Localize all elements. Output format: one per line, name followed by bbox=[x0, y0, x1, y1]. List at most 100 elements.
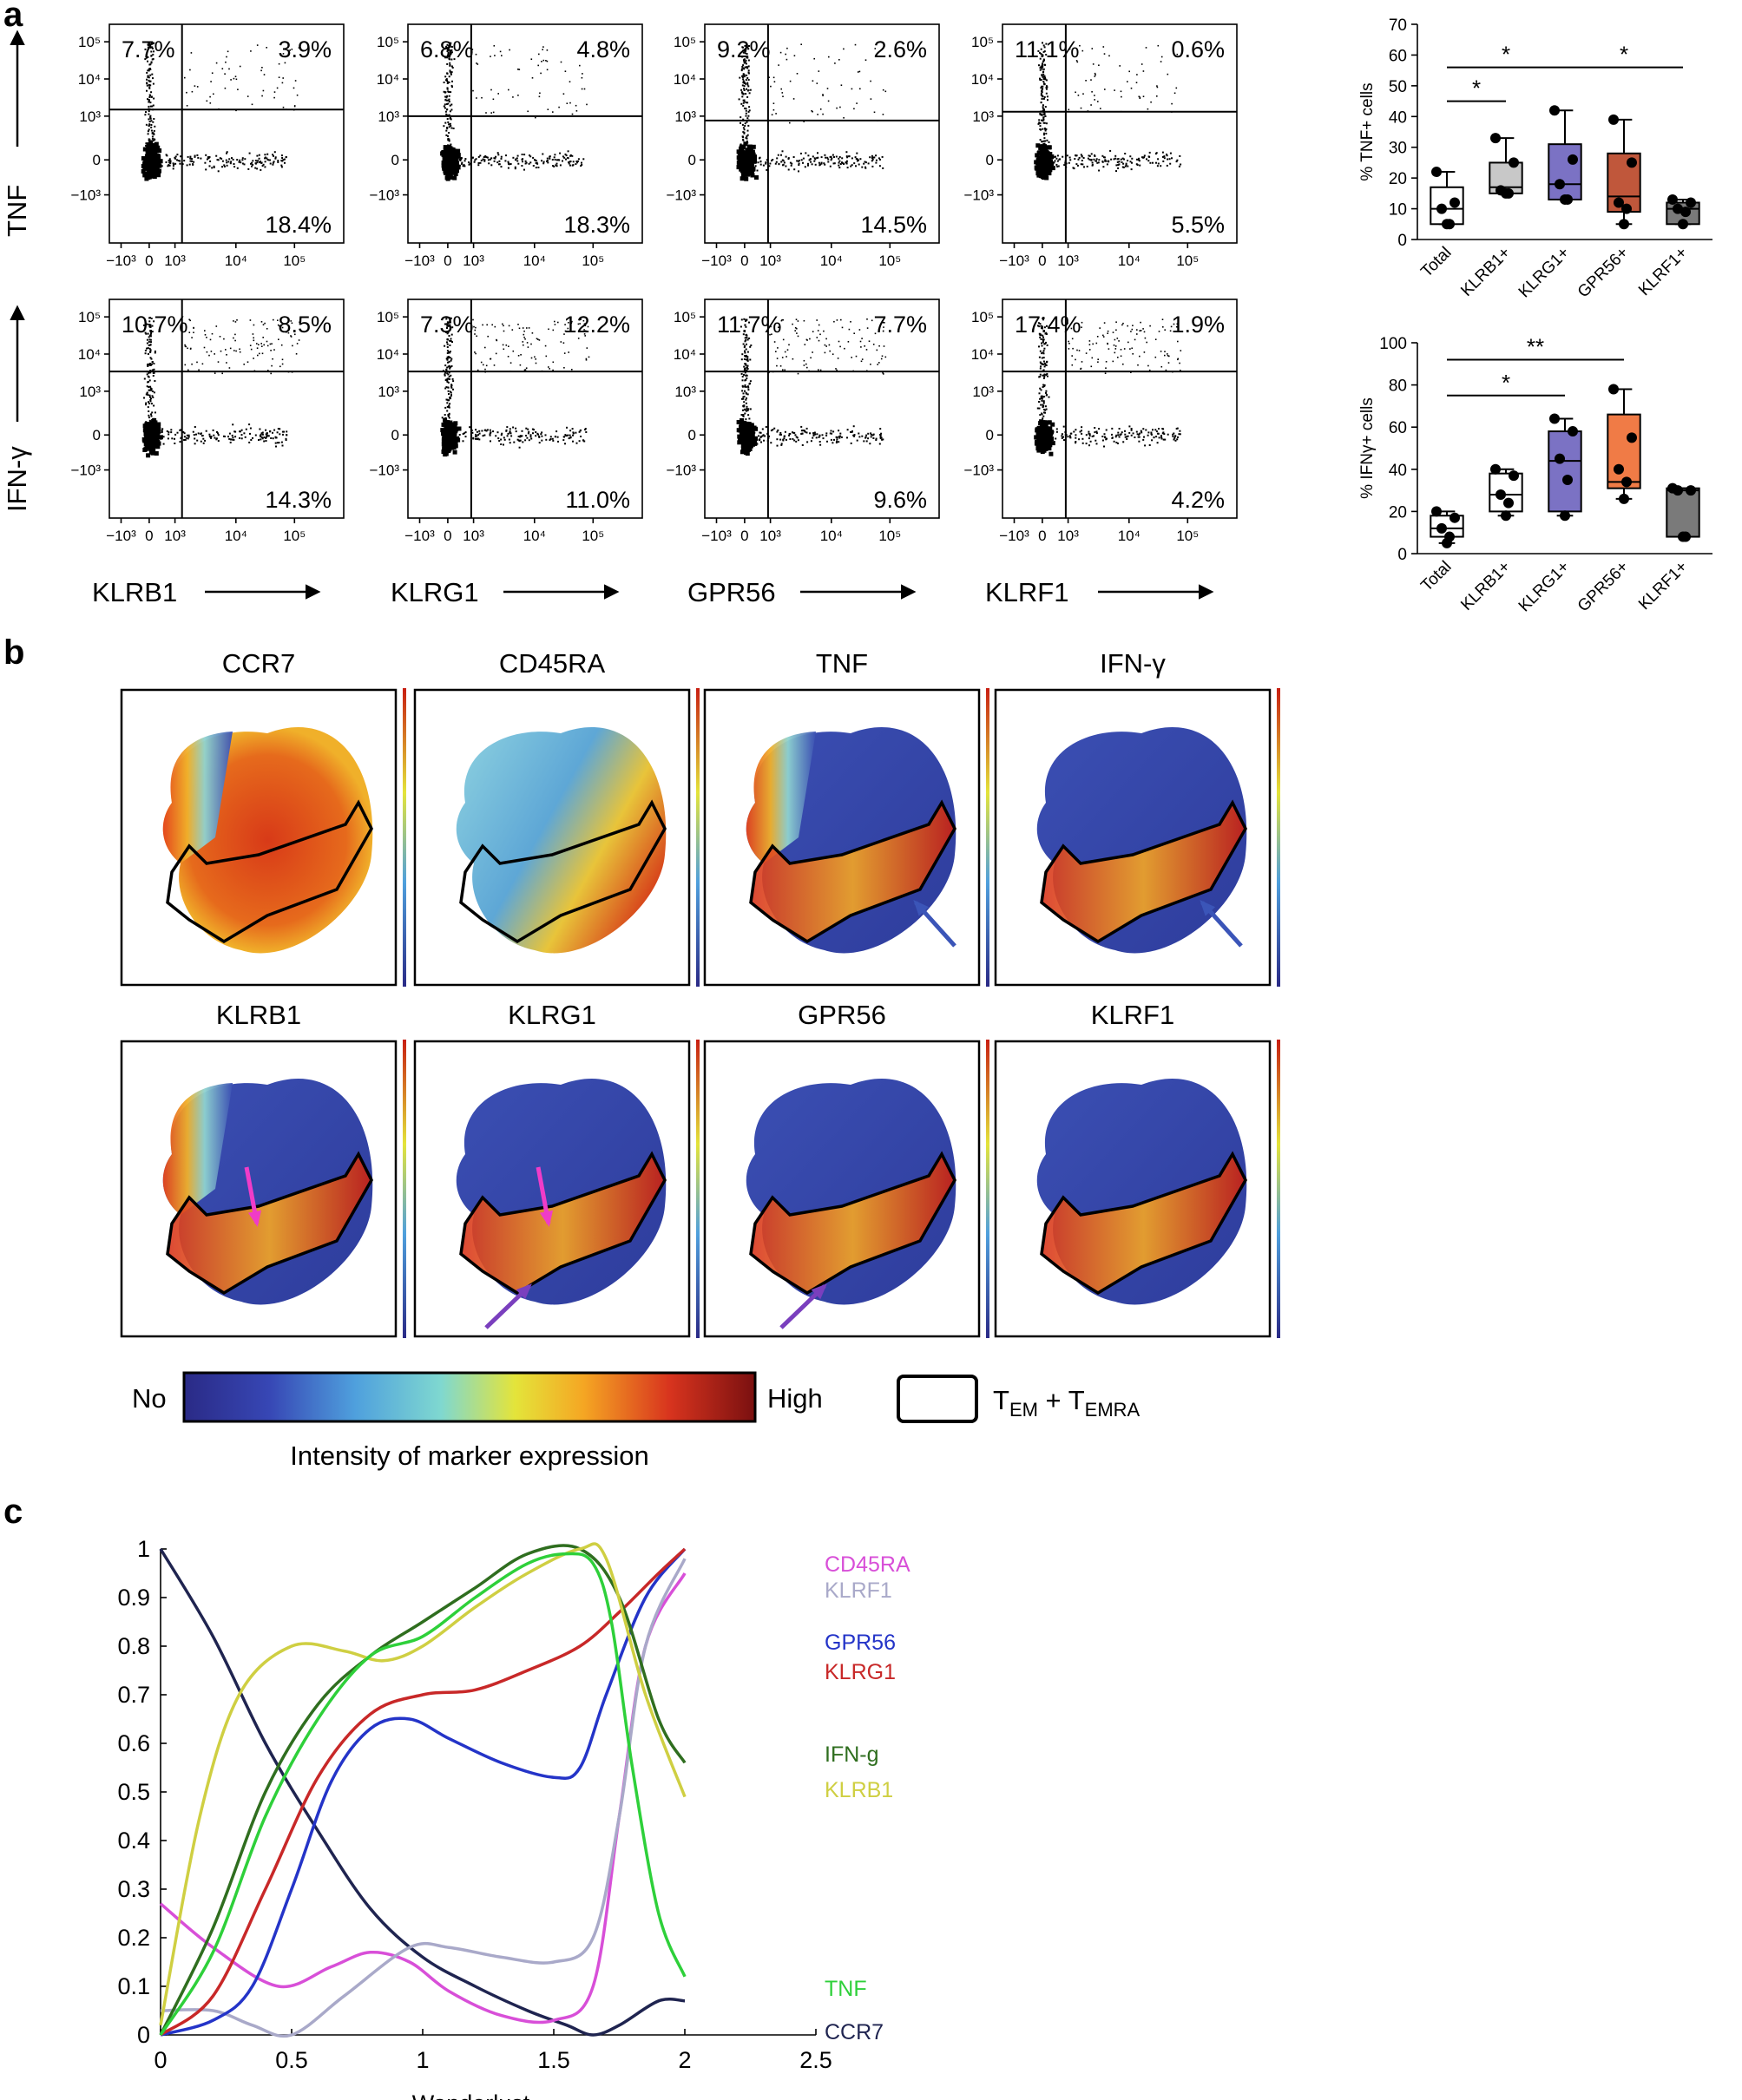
flow-event bbox=[448, 126, 450, 128]
flow-event bbox=[510, 435, 513, 437]
flow-event bbox=[1139, 96, 1141, 98]
flow-event bbox=[742, 409, 744, 411]
flow-event bbox=[741, 169, 746, 174]
flow-event bbox=[190, 347, 192, 350]
flow-event bbox=[745, 386, 747, 388]
flow-event bbox=[148, 166, 154, 171]
flow-event bbox=[743, 346, 746, 349]
flow-event bbox=[803, 121, 805, 122]
flow-event bbox=[740, 372, 743, 375]
flow-event bbox=[150, 158, 153, 161]
flow-event bbox=[152, 375, 154, 377]
flow-event bbox=[848, 328, 851, 331]
flow-event bbox=[741, 353, 744, 356]
flow-event bbox=[145, 123, 148, 126]
flow-event bbox=[448, 317, 450, 319]
flow-event bbox=[801, 432, 804, 435]
flow-event bbox=[748, 109, 751, 112]
flow-plot-4: 10.7% 8.5%14.3%−10³ 0 10³ 10⁴ 10⁵10⁵10⁴10³0−1… bbox=[71, 299, 345, 544]
flow-event bbox=[457, 437, 460, 440]
flow-event bbox=[451, 326, 454, 329]
flow-event bbox=[250, 348, 253, 351]
flow-event bbox=[220, 350, 222, 352]
flow-event bbox=[165, 161, 168, 163]
flow-event bbox=[754, 175, 759, 180]
flow-event bbox=[148, 87, 151, 89]
y-tick-label: 10⁵ bbox=[78, 34, 101, 50]
flow-event bbox=[754, 165, 757, 167]
flow-event bbox=[743, 373, 745, 376]
flow-event bbox=[744, 324, 746, 326]
flow-event bbox=[796, 332, 798, 334]
flow-event bbox=[147, 154, 152, 159]
flow-event bbox=[193, 434, 195, 436]
flow-event bbox=[477, 164, 480, 167]
flow-event bbox=[776, 157, 779, 160]
flow-event bbox=[747, 165, 753, 170]
flow-event bbox=[1072, 347, 1074, 350]
flow-event bbox=[148, 371, 150, 374]
flow-event bbox=[745, 158, 747, 161]
flow-event bbox=[757, 161, 759, 164]
flow-event bbox=[564, 330, 567, 332]
flow-event bbox=[153, 433, 158, 438]
flow-event bbox=[880, 432, 883, 435]
flow-event bbox=[487, 159, 490, 161]
flow-event bbox=[826, 88, 829, 89]
flow-event bbox=[254, 434, 257, 436]
flow-event bbox=[148, 69, 150, 72]
flow-event bbox=[148, 68, 150, 70]
flow-event bbox=[149, 425, 152, 428]
flow-event bbox=[298, 339, 300, 341]
flow-event bbox=[511, 329, 514, 331]
flow-event bbox=[506, 426, 509, 429]
flow-event bbox=[519, 436, 522, 438]
flow-event bbox=[1173, 432, 1175, 435]
flow-event bbox=[447, 377, 450, 380]
flow-event bbox=[1157, 162, 1160, 165]
flow-event bbox=[538, 435, 541, 437]
flow-event bbox=[449, 151, 451, 154]
flow-event bbox=[451, 423, 454, 426]
flow-event bbox=[450, 333, 453, 336]
flow-event bbox=[267, 370, 269, 371]
flow-event bbox=[154, 148, 159, 154]
flow-event bbox=[475, 326, 477, 329]
flow-event bbox=[1088, 432, 1090, 435]
flow-event bbox=[452, 175, 457, 180]
flow-event bbox=[782, 369, 784, 371]
flow-event bbox=[497, 93, 499, 95]
flow-event bbox=[572, 161, 575, 163]
flow-event bbox=[1074, 158, 1076, 161]
flow-event bbox=[509, 430, 511, 433]
flow-event bbox=[207, 156, 209, 159]
flow-event bbox=[741, 76, 744, 78]
flow-event bbox=[508, 89, 509, 91]
flow-event bbox=[153, 427, 155, 430]
flow-event bbox=[823, 162, 825, 165]
flow-plot-6: 11.7% 7.7%9.6%−10³ 0 10³ 10⁴ 10⁵10⁵10⁴10³0−10… bbox=[667, 299, 940, 544]
flow-event bbox=[744, 430, 746, 432]
flow-event bbox=[473, 325, 475, 328]
flow-event bbox=[576, 161, 578, 164]
flow-event bbox=[576, 160, 579, 162]
flow-event bbox=[541, 435, 543, 437]
flow-event bbox=[147, 75, 149, 77]
flow-event bbox=[740, 143, 742, 146]
flow-event bbox=[1042, 120, 1044, 122]
flow-event bbox=[1168, 158, 1171, 161]
flow-event bbox=[263, 74, 266, 75]
flow-event bbox=[1041, 90, 1043, 93]
flow-event bbox=[260, 436, 262, 438]
flow-event bbox=[490, 158, 491, 161]
flow-event bbox=[446, 426, 449, 429]
flow-event bbox=[809, 338, 811, 340]
flow-event bbox=[1156, 442, 1159, 444]
flow-event bbox=[1043, 134, 1045, 136]
flow-event bbox=[584, 330, 587, 332]
flow-event bbox=[1042, 430, 1044, 432]
flow-event bbox=[226, 362, 227, 364]
flow-event bbox=[535, 431, 537, 433]
flow-event bbox=[149, 84, 152, 87]
flow-event bbox=[234, 436, 237, 438]
